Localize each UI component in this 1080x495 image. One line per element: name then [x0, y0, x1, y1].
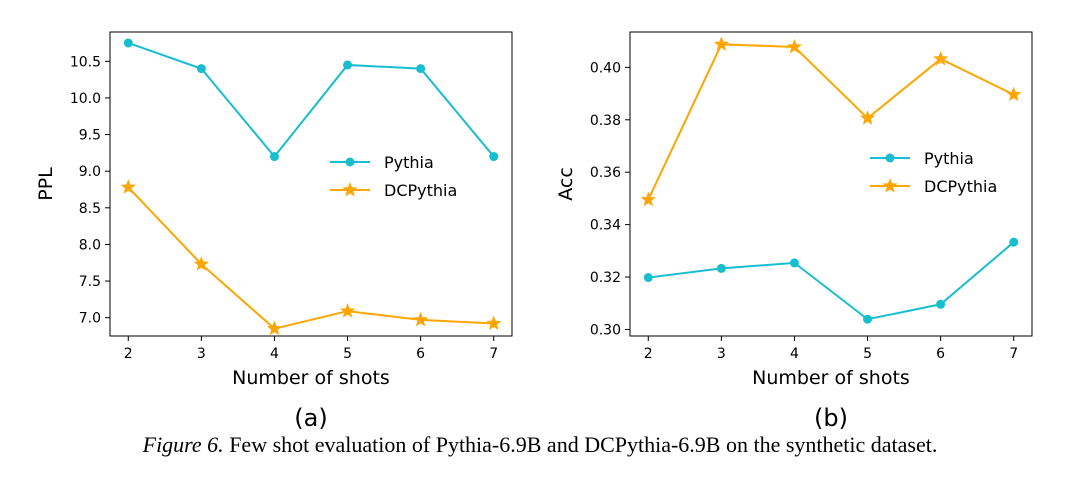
data-point-dcpythia-2: [120, 179, 136, 194]
x-tick-label: 3: [717, 346, 726, 362]
x-tick-label: 7: [1009, 346, 1018, 362]
x-tick-label: 6: [936, 346, 945, 362]
series-line-dcpythia: [127, 186, 494, 330]
plot-frame: [629, 31, 1033, 337]
x-axis-label: Number of shots: [752, 367, 910, 389]
x-tick-label: 3: [197, 346, 206, 362]
y-tick-label: 0.30: [590, 322, 621, 338]
data-point-pythia-6: [416, 64, 426, 74]
x-tick-label: 2: [124, 346, 133, 362]
y-tick-label: 7.0: [79, 311, 101, 327]
x-tick-label: 4: [790, 346, 799, 362]
figure-caption: Figure 6. Few shot evaluation of Pythia-…: [0, 432, 1080, 458]
data-point-dcpythia-4: [786, 38, 803, 54]
y-tick-label: 10.5: [70, 54, 101, 70]
panel-a: 2 3 4 5 6 7 7.0 7.5 8.0 8.5 9.0 9.5 10.0 10.5 Number o…: [35, 31, 513, 430]
data-point-pythia-2: [643, 273, 653, 283]
y-tick-label: 0.36: [590, 165, 621, 181]
data-point-pythia-6: [936, 299, 946, 309]
x-tick-label: 2: [644, 346, 653, 362]
data-point-pythia-2: [123, 38, 133, 48]
series-line-pythia: [648, 241, 1015, 321]
legend-marker-circle: [885, 153, 895, 163]
data-point-dcpythia-7: [1006, 86, 1022, 102]
legend-label-dcpythia: DCPythia: [924, 177, 997, 196]
data-point-dcpythia-5: [339, 303, 356, 318]
x-tick-label: 6: [416, 346, 425, 362]
caption-figure-label: Figure 6.: [142, 432, 224, 457]
panel-b: 2 3 4 5 6 7 0.30 0.32 0.34 0.36 0.38 0.40 Number of …: [555, 31, 1033, 430]
data-point-dcpythia-3: [193, 256, 209, 271]
y-tick-label: 9.5: [79, 128, 101, 144]
x-tick-label: 5: [863, 346, 872, 362]
y-tick-label: 10.0: [70, 91, 101, 107]
data-point-pythia-7: [489, 152, 499, 162]
y-tick-label: 0.32: [590, 270, 621, 286]
y-tick-label: 7.5: [79, 274, 101, 290]
panel-label: (a): [294, 404, 327, 430]
legend-marker-star: [342, 182, 358, 197]
data-point-dcpythia-2: [640, 191, 656, 207]
y-axis-label: PPL: [35, 167, 57, 201]
data-point-dcpythia-4: [266, 320, 283, 336]
x-tick-label: 4: [270, 346, 279, 362]
legend-marker-circle: [345, 157, 355, 167]
data-point-pythia-3: [196, 64, 206, 74]
panel-label: (b): [814, 404, 848, 430]
data-point-dcpythia-3: [713, 36, 729, 51]
y-tick-label: 9.0: [79, 164, 101, 180]
data-point-dcpythia-7: [486, 315, 502, 331]
data-point-dcpythia-6: [933, 50, 949, 66]
data-point-pythia-4: [269, 152, 279, 162]
x-axis-label: Number of shots: [232, 367, 390, 389]
data-point-dcpythia-6: [413, 311, 429, 327]
y-tick-label: 8.0: [79, 237, 101, 253]
figure-canvas: 2 3 4 5 6 7 7.0 7.5 8.0 8.5 9.0 9.5 10.0 10.5 Number o…: [35, 31, 1033, 430]
series-line-pythia: [127, 42, 495, 159]
data-point-pythia-3: [716, 263, 726, 273]
data-point-dcpythia-5: [859, 110, 876, 125]
legend-marker-star: [882, 178, 898, 193]
y-axis-label: Acc: [555, 167, 577, 201]
caption-text: Few shot evaluation of Pythia-6.9B and D…: [229, 432, 938, 457]
legend-label-dcpythia: DCPythia: [384, 181, 457, 200]
y-tick-label: 8.5: [79, 201, 101, 217]
y-tick-label: 0.40: [590, 60, 621, 76]
legend-label-pythia: Pythia: [924, 149, 974, 168]
y-tick-label: 0.38: [590, 113, 621, 129]
y-tick-label: 0.34: [590, 218, 621, 234]
plot-frame: [109, 31, 513, 337]
series-line-dcpythia: [647, 43, 1015, 201]
data-point-pythia-7: [1009, 237, 1019, 247]
legend-label-pythia: Pythia: [384, 153, 434, 172]
data-point-pythia-5: [343, 60, 353, 70]
data-point-pythia-5: [863, 314, 873, 324]
data-point-pythia-4: [789, 258, 799, 268]
x-tick-label: 5: [343, 346, 352, 362]
x-tick-label: 7: [489, 346, 498, 362]
